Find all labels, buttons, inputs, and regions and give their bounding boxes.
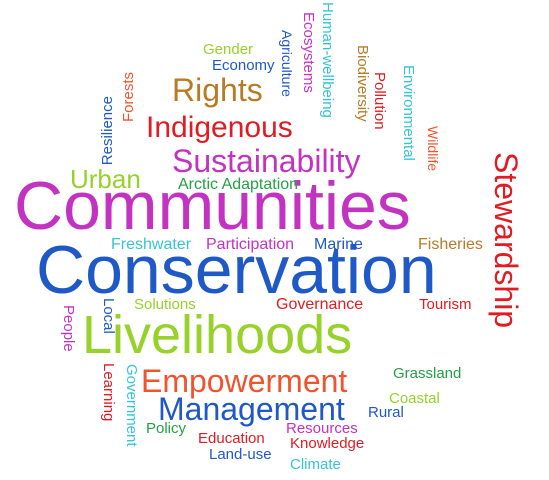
word-resilience: Agriculture [279,30,295,97]
word-communities: Communities [14,168,411,244]
word-learning: Learning [100,363,117,422]
word-stewardship: Stewardship [488,152,524,329]
word-human-wellbeing: Human-wellbeing [319,2,336,118]
word-management: Management [158,391,345,427]
word-policy: Policy [146,420,187,437]
word-fisheries: Fisheries [418,236,483,253]
word-tourism: Tourism [419,296,472,313]
word-resources: Resources [286,420,358,437]
word-solutions: Solutions [134,296,196,313]
word-indigenous: Indigenous [146,111,293,144]
word-livelihoods: Livelihoods [82,305,353,365]
word-forests: Resilience [99,96,116,166]
word-urban: Urban [70,164,141,194]
word-people: People [60,305,77,352]
word-environmental: Environmental [400,65,417,161]
word-grassland: Grassland [393,365,462,382]
word-local: Local [100,298,117,334]
word-agriculture: Forests [120,72,137,123]
word-participation: Participation [206,236,295,253]
word-marine: Marine [314,236,363,253]
word-ecosystems: Ecosystems [300,12,317,93]
word-gender: Gender [203,41,254,58]
word-freshwater: Freshwater [111,236,192,253]
word-rights: Rights [172,72,263,108]
word-land-use: Land-use [209,446,272,463]
word-conservation: Conservation [36,232,437,308]
word-empowerment: Empowerment [141,363,348,399]
word-climate: Climate [290,456,341,473]
word-rural: Rural [368,404,404,421]
word-economy: Economy [212,57,275,74]
word-sustainability: Sustainability [172,143,361,179]
word-governance: Governance [276,296,364,313]
word-arctic-adaptation: Arctic Adaptation [178,176,299,193]
word-education: Education [198,430,265,447]
word-pollution: Pollution [371,72,388,130]
word-wildlife: Wildlife [425,126,441,172]
word-government: Government [123,364,140,447]
word-coastal: Coastal [389,390,440,407]
word-biodiversity: Biodiversity [354,45,371,122]
word-knowledge: Knowledge [290,435,365,452]
